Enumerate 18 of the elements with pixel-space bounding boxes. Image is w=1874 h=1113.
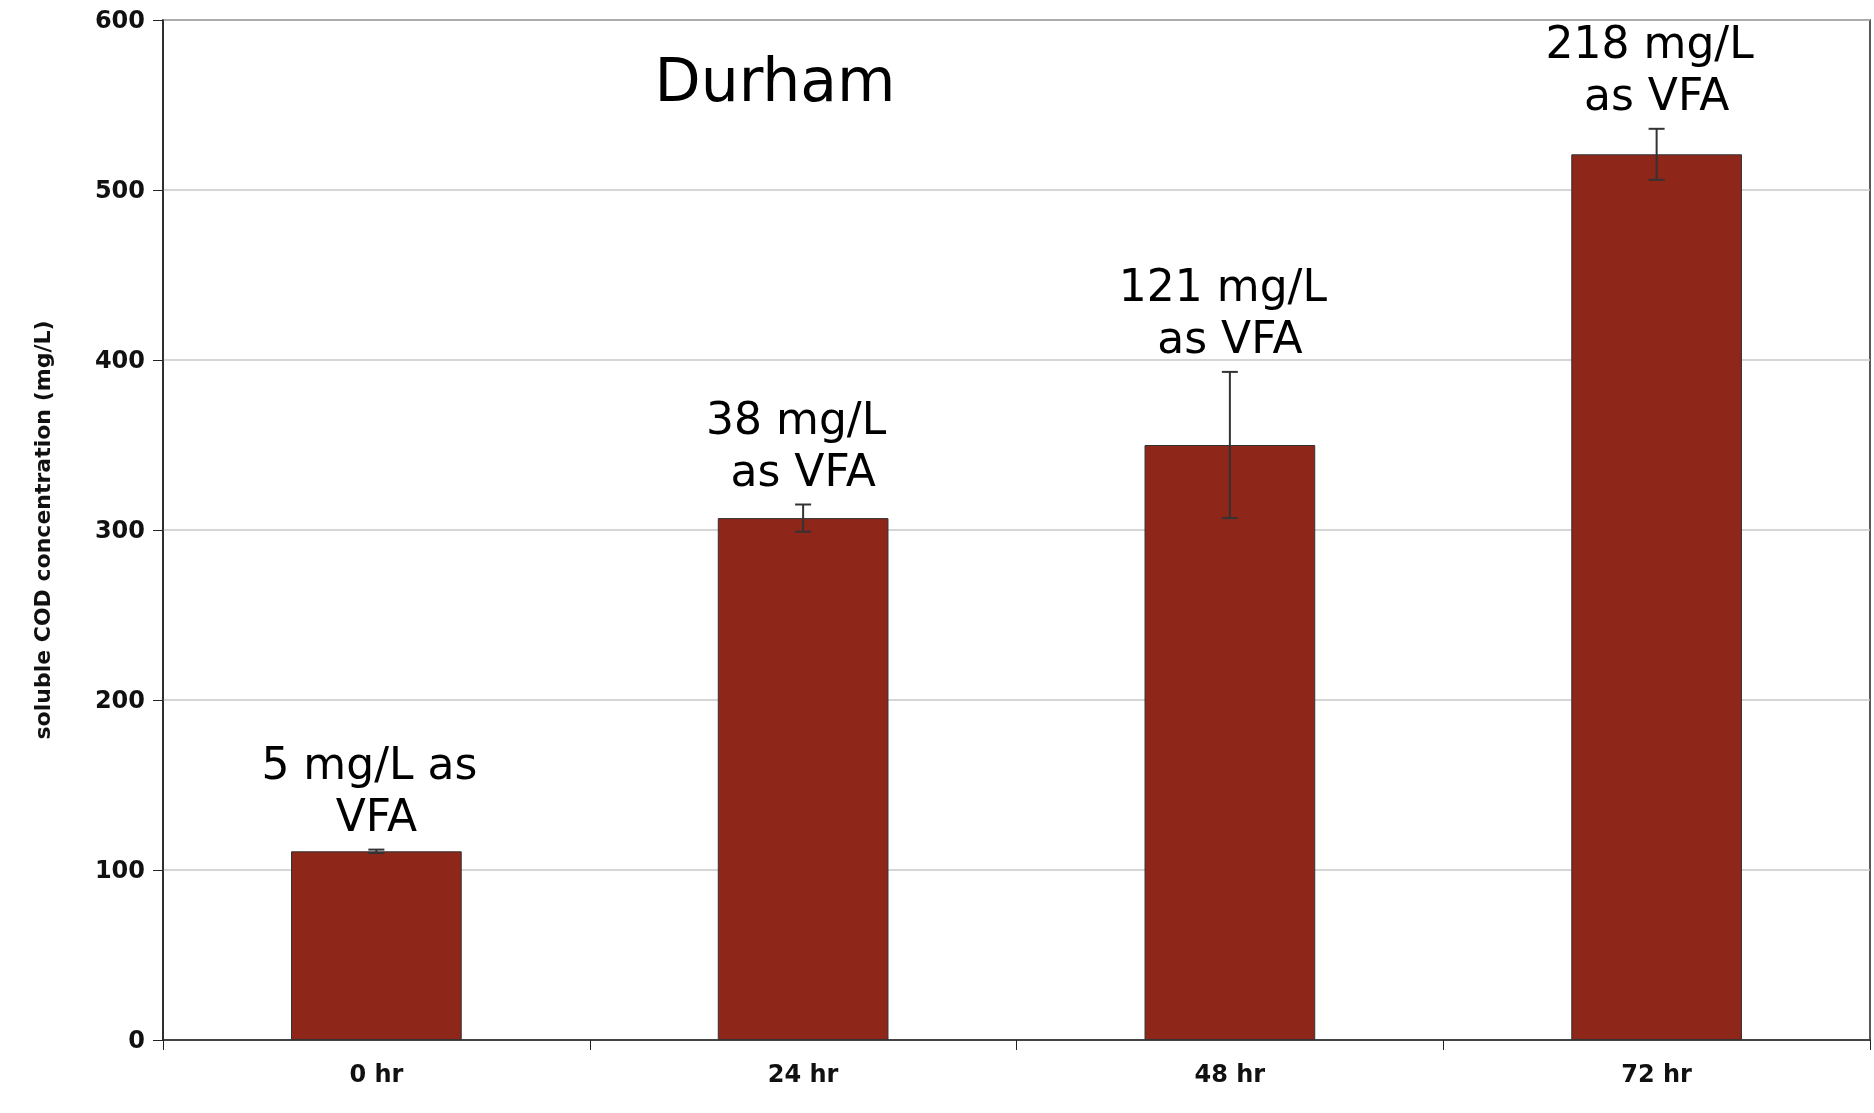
y-tick-label: 300 bbox=[94, 516, 145, 544]
annotation: 38 mg/L as VFA bbox=[706, 393, 901, 496]
x-tick-label: 72 hr bbox=[1621, 1060, 1693, 1088]
y-tick-label: 100 bbox=[94, 856, 145, 884]
y-axis-title: soluble COD concentration (mg/L) bbox=[29, 320, 55, 740]
chart-title: Durham bbox=[654, 45, 896, 115]
x-tick-label: 48 hr bbox=[1194, 1060, 1266, 1088]
y-tick-label: 500 bbox=[94, 176, 145, 204]
y-tick-label: 0 bbox=[128, 1026, 145, 1054]
y-tick-label: 600 bbox=[94, 6, 145, 34]
x-tick-label: 0 hr bbox=[349, 1060, 404, 1088]
annotation: 121 mg/L as VFA bbox=[1118, 260, 1341, 364]
y-tick-label: 400 bbox=[94, 346, 145, 374]
x-tick-label: 24 hr bbox=[767, 1060, 839, 1088]
annotation: 218 mg/L as VFA bbox=[1545, 17, 1768, 121]
annotation: 5 mg/L as VFA bbox=[261, 738, 492, 842]
bar bbox=[291, 851, 462, 1040]
y-tick-label: 200 bbox=[94, 686, 145, 714]
